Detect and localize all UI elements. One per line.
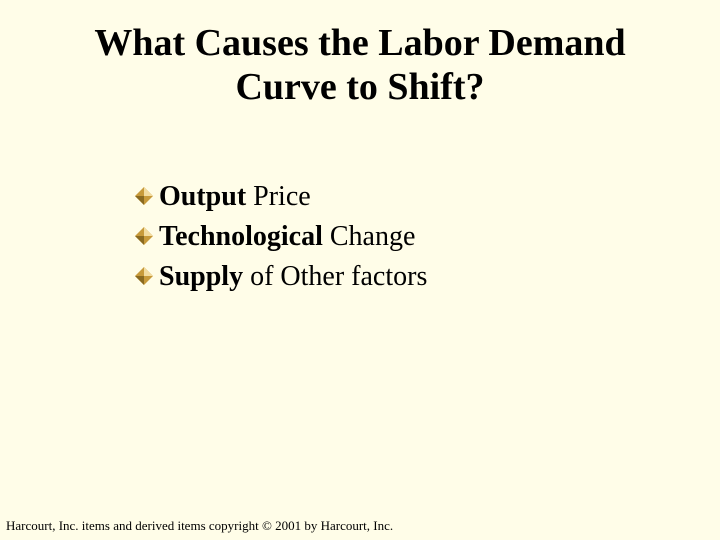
diamond-icon (135, 227, 153, 245)
bullet-list: Output Price Technological Change (135, 178, 660, 297)
slide: What Causes the Labor Demand Curve to Sh… (0, 0, 720, 540)
list-item: Supply of Other factors (135, 258, 660, 296)
diamond-icon (135, 267, 153, 285)
bullet-text: Output Price (159, 178, 311, 216)
slide-title: What Causes the Labor Demand Curve to Sh… (0, 22, 720, 109)
copyright-footer: Harcourt, Inc. items and derived items c… (6, 518, 393, 534)
bullet-text: Technological Change (159, 218, 415, 256)
list-item: Technological Change (135, 218, 660, 256)
diamond-icon (135, 187, 153, 205)
list-item: Output Price (135, 178, 660, 216)
bullet-text: Supply of Other factors (159, 258, 427, 296)
